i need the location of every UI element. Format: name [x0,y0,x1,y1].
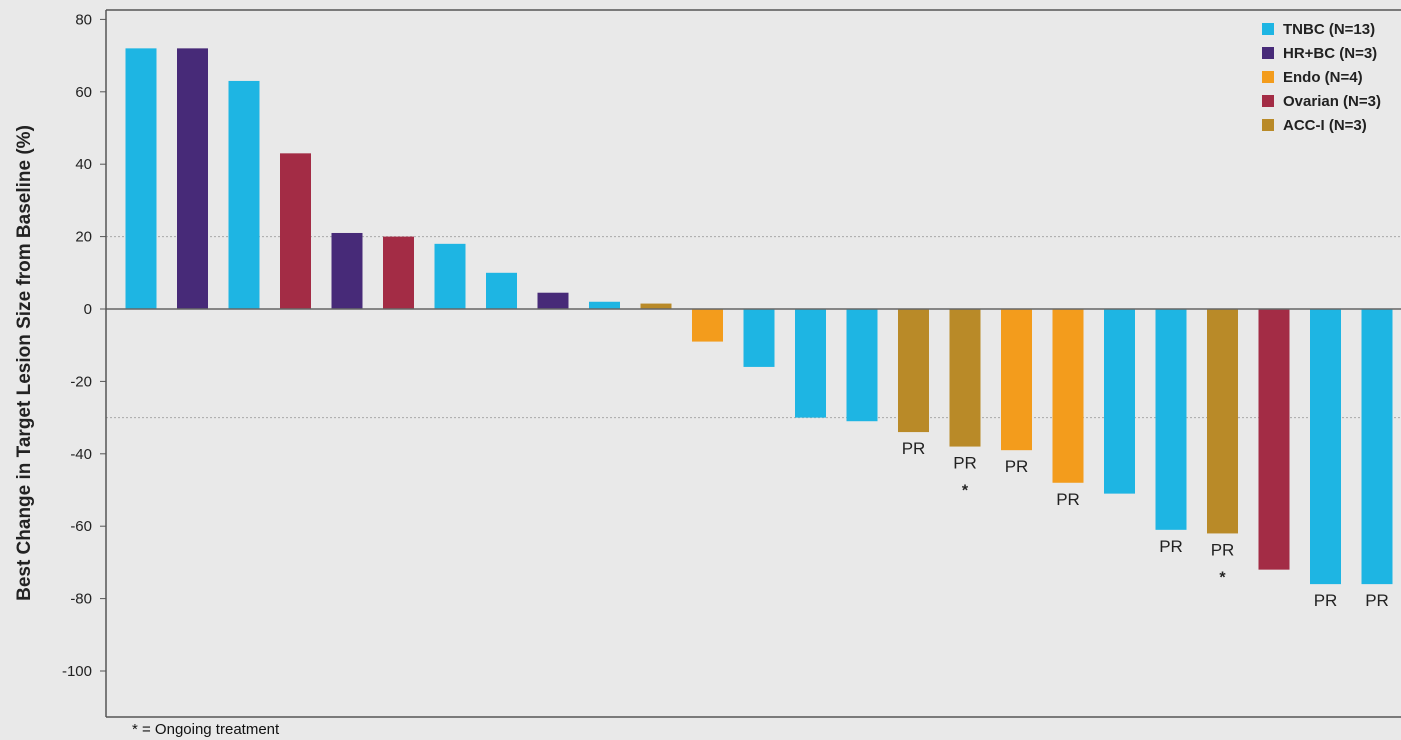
bar [1052,309,1084,483]
bar-response-label: PR [1159,537,1183,556]
bar [1155,309,1187,530]
y-tick-label: -20 [70,373,92,390]
bar [537,292,569,309]
bar [846,309,878,422]
legend-entry: Ovarian (N=3) [1283,93,1381,110]
bar-response-label: PR [902,439,926,458]
bar [331,232,363,309]
bar-response-label: PR [953,454,977,473]
bar-response-label: PR [1211,540,1235,559]
bar [1258,309,1290,570]
bar [1361,309,1393,585]
y-tick-label: -40 [70,446,92,463]
ongoing-marker: * [962,483,969,500]
bar-response-label: PR [1365,591,1389,610]
bar-response-label: PR [1056,490,1080,509]
bar [640,303,672,309]
y-tick-label: 80 [75,11,92,28]
y-tick-label: -60 [70,518,92,535]
bar [589,301,620,309]
bar-response-label: PR [1314,591,1338,610]
bar-response-label: PR [1005,457,1029,476]
bar [434,243,466,309]
bar [1104,309,1135,494]
legend-swatch [1262,71,1274,83]
legend-entry: TNBC (N=13) [1283,21,1375,38]
bar [228,80,260,309]
bar [949,309,981,447]
bar [177,48,208,310]
bar [383,236,414,309]
bar [898,309,929,433]
y-tick-label: 60 [75,84,92,101]
ongoing-marker: * [1219,569,1226,586]
y-axis-label: Best Change in Target Lesion Size from B… [14,125,35,601]
y-tick-label: 40 [75,156,92,173]
legend-swatch [1262,23,1274,35]
legend-entry: ACC-I (N=3) [1283,117,1367,134]
y-tick-label: -100 [62,663,92,680]
bar [125,48,157,310]
bar [1207,309,1238,534]
bar [1001,309,1032,451]
bar [795,309,826,418]
legend-entry: Endo (N=4) [1283,69,1363,86]
y-tick-label: -80 [70,591,92,608]
bar [743,309,775,367]
bar [1310,309,1341,585]
y-tick-label: 20 [75,229,92,246]
bar [692,309,723,342]
y-tick-label: 0 [84,301,92,318]
legend-swatch [1262,47,1274,59]
bar [280,153,311,309]
bar [486,272,517,309]
legend-entry: HR+BC (N=3) [1283,45,1377,62]
footnote: * = Ongoing treatment [132,721,280,738]
legend-swatch [1262,95,1274,107]
legend-swatch [1262,119,1274,131]
